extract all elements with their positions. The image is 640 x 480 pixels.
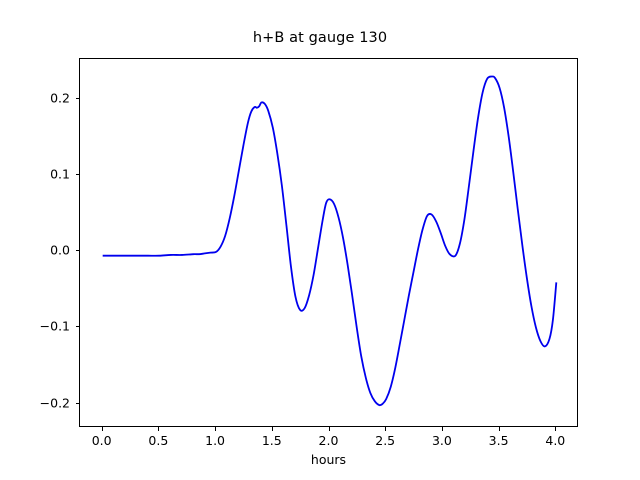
y-tick-mark bbox=[75, 250, 79, 252]
x-tick-label: 2.0 bbox=[318, 433, 339, 448]
x-tick-mark bbox=[441, 427, 443, 431]
y-tick-mark bbox=[75, 402, 79, 404]
x-axis-label: hours bbox=[310, 452, 347, 467]
x-tick-label: 1.5 bbox=[261, 433, 282, 448]
x-tick-mark bbox=[158, 427, 160, 431]
series-h-plus-b-path bbox=[102, 75, 558, 407]
x-tick-mark bbox=[498, 427, 500, 431]
x-tick-mark bbox=[101, 427, 103, 431]
x-tick-mark bbox=[555, 427, 557, 431]
y-tick-mark bbox=[75, 173, 79, 175]
plot-area bbox=[79, 58, 578, 427]
x-tick-label: 2.5 bbox=[375, 433, 396, 448]
y-tick-label: −0.2 bbox=[39, 395, 70, 411]
y-tick-label: 0.0 bbox=[50, 242, 70, 258]
x-tick-label: 0.5 bbox=[148, 433, 169, 448]
x-tick-label: 0.0 bbox=[91, 433, 112, 448]
data-line-series bbox=[102, 75, 558, 407]
chart-title: h+B at gauge 130 bbox=[252, 30, 388, 46]
x-tick-mark bbox=[328, 427, 330, 431]
y-tick-label: 0.2 bbox=[50, 90, 70, 106]
x-tick-label: 3.0 bbox=[431, 433, 452, 448]
y-tick-label: 0.1 bbox=[50, 166, 70, 182]
x-tick-label: 1.0 bbox=[205, 433, 226, 448]
y-tick-mark bbox=[75, 97, 79, 99]
x-tick-mark bbox=[385, 427, 387, 431]
y-tick-label: −0.1 bbox=[39, 318, 70, 334]
x-tick-mark bbox=[271, 427, 273, 431]
x-tick-label: 4.0 bbox=[545, 433, 566, 448]
y-tick-mark bbox=[75, 326, 79, 328]
x-tick-label: 3.5 bbox=[488, 433, 509, 448]
x-tick-mark bbox=[215, 427, 217, 431]
